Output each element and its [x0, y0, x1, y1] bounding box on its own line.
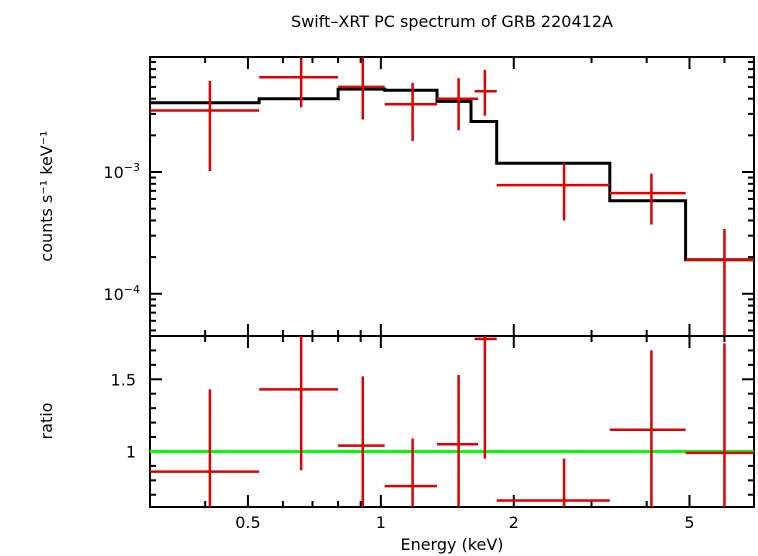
x-axis-label: Energy (keV)	[400, 535, 503, 554]
x-tick-label: 5	[684, 513, 694, 532]
ratio-ticks: 0.5 1 2 5 1 1.5	[111, 335, 755, 532]
model-histogram	[150, 87, 754, 262]
model-line	[150, 87, 754, 262]
ratio-panel-frame	[149, 335, 755, 508]
ratio-panel: 0.5 1 2 5 1 1.5 ratio Energy (keV)	[37, 335, 755, 554]
ratio-y-axis-label: ratio	[37, 403, 56, 440]
y-tick-label: 10−4	[103, 283, 140, 304]
spectrum-ticks: 10−3 10−4	[103, 57, 755, 336]
y-tick-label: 10−3	[103, 161, 140, 182]
spectrum-data-points	[150, 57, 754, 336]
chart-title: Swift–XRT PC spectrum of GRB 220412A	[291, 12, 613, 31]
ratio-data-points	[150, 336, 754, 507]
x-tick-label: 0.5	[235, 513, 260, 532]
x-tick-label: 2	[509, 513, 519, 532]
y-tick-label: 1.5	[111, 370, 136, 389]
spectrum-y-axis-label: counts s⁻¹ keV⁻¹	[37, 130, 56, 261]
y-tick-label: 1	[126, 442, 136, 461]
x-tick-label: 1	[376, 513, 386, 532]
spectrum-panel: 10−3 10−4 counts s⁻¹ keV⁻¹	[37, 56, 755, 337]
